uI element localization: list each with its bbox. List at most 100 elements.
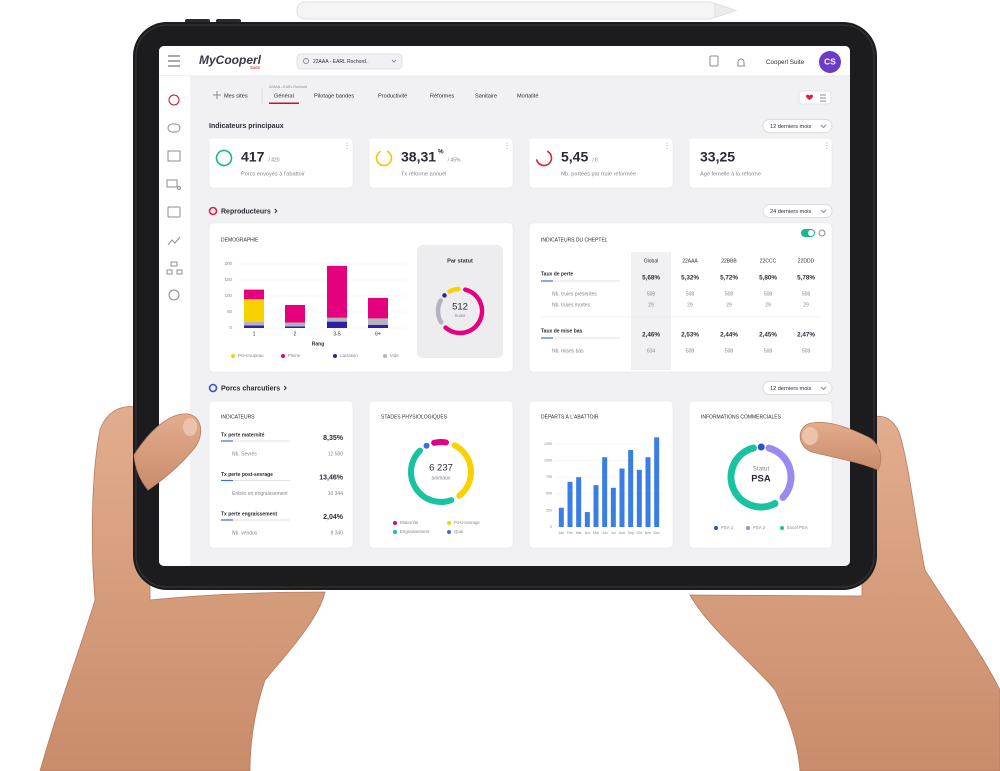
cell-value: 2,45%: [759, 332, 777, 339]
cell-value: 508: [725, 348, 734, 354]
menu-button[interactable]: [168, 55, 180, 67]
chevron: [820, 124, 827, 129]
column-header: 22BBB: [721, 258, 737, 264]
chevron: [391, 59, 397, 63]
bell-icon[interactable]: [737, 58, 745, 67]
axis-label: Rang: [312, 341, 325, 347]
period-label: 24 derniers mois: [770, 209, 812, 215]
indicator-label: Tx perte maternité: [221, 432, 265, 438]
legend-label: Maternité: [400, 520, 419, 525]
cell-value: 5,80%: [759, 275, 777, 282]
x-tick-label: Mai: [593, 531, 599, 535]
right-thumbnail: [802, 427, 818, 445]
y-tick-label: 50: [227, 309, 232, 314]
period-select[interactable]: [762, 204, 833, 218]
card-title: INFORMATIONS COMMERCIALES: [701, 414, 782, 420]
y-tick-label: 150: [225, 277, 233, 282]
cell-value: 29: [765, 302, 771, 308]
cell-value: 5,32%: [681, 275, 699, 282]
cell-value: 5,68%: [642, 275, 660, 282]
x-tick-label: Nov: [645, 531, 652, 535]
legend-swatch: [383, 354, 387, 358]
period-select[interactable]: [762, 381, 833, 395]
section-title: Indicateurs principaux: [209, 123, 284, 130]
cell-value: 508: [802, 291, 811, 297]
x-tick-label: Oct: [637, 531, 643, 535]
bar: [584, 512, 590, 527]
legend-label: Lactation: [340, 353, 358, 358]
donut-label: Statut: [753, 466, 770, 473]
donut-segment: [451, 442, 474, 499]
kpi-unit: %: [438, 149, 444, 156]
kpi-target: / 420: [268, 157, 279, 163]
tab[interactable]: Mortalité: [517, 93, 538, 99]
legend-swatch: [393, 530, 397, 534]
cell-value: 508: [686, 348, 695, 354]
cell-value: 2,53%: [681, 332, 699, 339]
tab[interactable]: Productivité: [378, 93, 407, 99]
section-title[interactable]: Porcs charcutiers: [221, 385, 280, 392]
donut-segment: [431, 439, 450, 446]
toggle[interactable]: [801, 229, 815, 237]
y-tick-label: 500: [546, 492, 552, 496]
kpi-value: 417: [241, 149, 265, 165]
tab[interactable]: Général: [274, 93, 294, 99]
sites-button[interactable]: Mes sites: [224, 93, 248, 99]
bar-segment: [368, 318, 388, 325]
left-thumbnail: [183, 418, 197, 436]
top-bar: [159, 46, 850, 76]
info-icon[interactable]: [818, 229, 826, 237]
legend-swatch: [746, 526, 750, 530]
x-tick-label: Fév: [567, 531, 573, 535]
y-tick-label: 1250: [544, 442, 552, 446]
doc-icon[interactable]: [709, 55, 719, 67]
detail-value: 8 340: [330, 530, 343, 536]
bar: [576, 477, 582, 527]
legend-swatch: [333, 354, 337, 358]
bar: [654, 437, 660, 527]
kpi-label: Tx réforme annuel: [401, 171, 446, 177]
bar-segment: [327, 321, 347, 328]
bar-segment: [368, 297, 388, 319]
site-select-box[interactable]: [296, 53, 403, 70]
tab[interactable]: Réformes: [430, 93, 454, 99]
period-label: 12 derniers mois: [770, 124, 812, 130]
breadcrumb: 22AAA - EARL Rochord: [269, 85, 307, 89]
bar-segment: [244, 289, 264, 300]
avatar-circle[interactable]: [819, 51, 841, 73]
x-tick-label: Avr: [585, 531, 591, 535]
tab[interactable]: Sanitaire: [475, 93, 497, 99]
bar: [593, 485, 599, 527]
cell-value: 5,72%: [720, 275, 738, 282]
donut-segment: [765, 444, 795, 501]
site-select[interactable]: 22AAA - EARL Rochord..: [313, 59, 369, 65]
legend-swatch: [281, 354, 285, 358]
column-header: Global: [644, 258, 658, 264]
cell-value: 5,78%: [797, 275, 815, 282]
avatar[interactable]: CS: [824, 57, 836, 67]
favorites-button[interactable]: [798, 90, 832, 105]
donut-segment: [447, 286, 461, 294]
period-select[interactable]: [762, 119, 833, 133]
kpi-label: Age femelle à la réforme: [700, 171, 761, 177]
indicator-value: 13,46%: [319, 474, 344, 481]
bar-segment: [368, 324, 388, 328]
x-tick-label: Aoû: [619, 531, 625, 535]
bar: [619, 468, 625, 527]
detail-value: 10 344: [328, 491, 344, 497]
cell-value: 508: [647, 291, 656, 297]
sites-icon: [213, 91, 221, 99]
x-tick-label: Sep: [627, 531, 633, 535]
user-name[interactable]: Cooperl Suite: [766, 59, 805, 66]
x-tick-label: Déc: [653, 531, 660, 535]
section-title[interactable]: Reproducteurs: [221, 208, 271, 215]
x-tick-label: Jan: [558, 531, 564, 535]
tab[interactable]: Pilotage bandes: [314, 93, 354, 99]
row-label: Nb. mises bas: [552, 348, 584, 354]
kpi-label: Nb. portées par truie réformée: [561, 171, 636, 177]
kpi-value: 5,45: [561, 149, 588, 165]
progress-ring: [535, 149, 553, 167]
heart-icon: [806, 94, 813, 100]
y-tick-label: 100: [225, 293, 233, 298]
